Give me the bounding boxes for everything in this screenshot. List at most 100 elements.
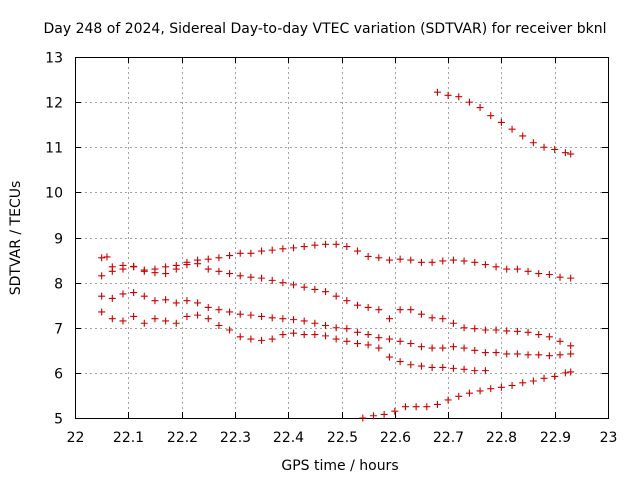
series-sat-b [98, 258, 575, 350]
data-point [481, 326, 489, 334]
data-point [535, 351, 543, 359]
data-point [311, 331, 319, 339]
data-point [567, 368, 575, 376]
data-point [268, 276, 276, 284]
data-point [503, 350, 511, 358]
data-point [236, 272, 244, 280]
data-point [385, 315, 393, 323]
data-point [98, 254, 106, 262]
data-point [172, 261, 180, 269]
data-point [396, 255, 404, 263]
data-point [428, 258, 436, 266]
data-point [535, 270, 543, 278]
data-point [353, 328, 361, 336]
data-point [428, 344, 436, 352]
data-point [508, 382, 516, 390]
data-point [535, 331, 543, 339]
data-point [391, 407, 399, 415]
data-point [481, 261, 489, 269]
data-point [471, 367, 479, 375]
data-point [140, 267, 148, 275]
y-tick-label: 10 [45, 186, 63, 202]
data-point [487, 112, 495, 120]
data-point [545, 352, 553, 360]
data-point [130, 312, 138, 320]
data-point [471, 346, 479, 354]
data-point [545, 333, 553, 341]
data-point [444, 396, 452, 404]
data-point [300, 283, 308, 291]
data-point [130, 289, 138, 297]
x-tick-label: 22.3 [220, 430, 251, 446]
data-point [423, 403, 431, 411]
data-point [428, 363, 436, 371]
data-point [455, 93, 463, 101]
data-point [556, 337, 564, 345]
data-point [130, 263, 138, 271]
data-point [311, 319, 319, 327]
y-tick-label: 12 [45, 96, 63, 112]
data-point [412, 403, 420, 411]
data-point [380, 410, 388, 418]
data-point [567, 342, 575, 350]
data-point [300, 331, 308, 339]
data-point [290, 244, 298, 252]
data-point [417, 310, 425, 318]
data-point [311, 285, 319, 293]
data-point [513, 265, 521, 273]
data-point [503, 327, 511, 335]
data-point [247, 311, 255, 319]
data-series [98, 88, 575, 422]
data-point [247, 249, 255, 257]
data-point [551, 146, 559, 154]
data-point [449, 364, 457, 372]
data-point [524, 267, 532, 275]
data-point [375, 306, 383, 314]
data-point [396, 337, 404, 345]
data-point [460, 257, 468, 265]
data-point [567, 350, 575, 358]
data-point [449, 256, 457, 264]
data-point [524, 351, 532, 359]
data-point [194, 311, 202, 319]
data-point [444, 91, 452, 99]
data-point [290, 316, 298, 324]
data-point [204, 265, 212, 273]
data-point [279, 331, 287, 339]
data-point [364, 252, 372, 260]
data-point [439, 344, 447, 352]
data-point [561, 369, 569, 377]
data-point [407, 340, 415, 348]
data-point [519, 379, 527, 387]
data-point [375, 334, 383, 342]
data-point [322, 240, 330, 248]
data-point [407, 256, 415, 264]
data-point [258, 274, 266, 282]
data-point [151, 297, 159, 305]
data-point [103, 253, 111, 261]
x-tick-label: 22.8 [486, 430, 517, 446]
data-point [481, 367, 489, 375]
data-point [151, 315, 159, 323]
y-tick-label: 8 [54, 277, 63, 293]
data-point [492, 263, 500, 271]
data-point [268, 246, 276, 254]
series-sat-a [98, 240, 575, 282]
data-point [401, 403, 409, 411]
data-point [497, 383, 505, 391]
data-point [433, 400, 441, 408]
data-point [140, 319, 148, 327]
data-point [449, 343, 457, 351]
data-point [375, 254, 383, 262]
data-point [204, 315, 212, 323]
data-point [369, 412, 377, 420]
data-point [529, 139, 537, 147]
data-point [385, 353, 393, 361]
data-point [492, 349, 500, 357]
data-point [300, 243, 308, 251]
data-point [503, 265, 511, 273]
data-point [151, 265, 159, 273]
x-axis-label: GPS time / hours [281, 458, 398, 474]
data-point [471, 325, 479, 333]
data-point [215, 254, 223, 262]
